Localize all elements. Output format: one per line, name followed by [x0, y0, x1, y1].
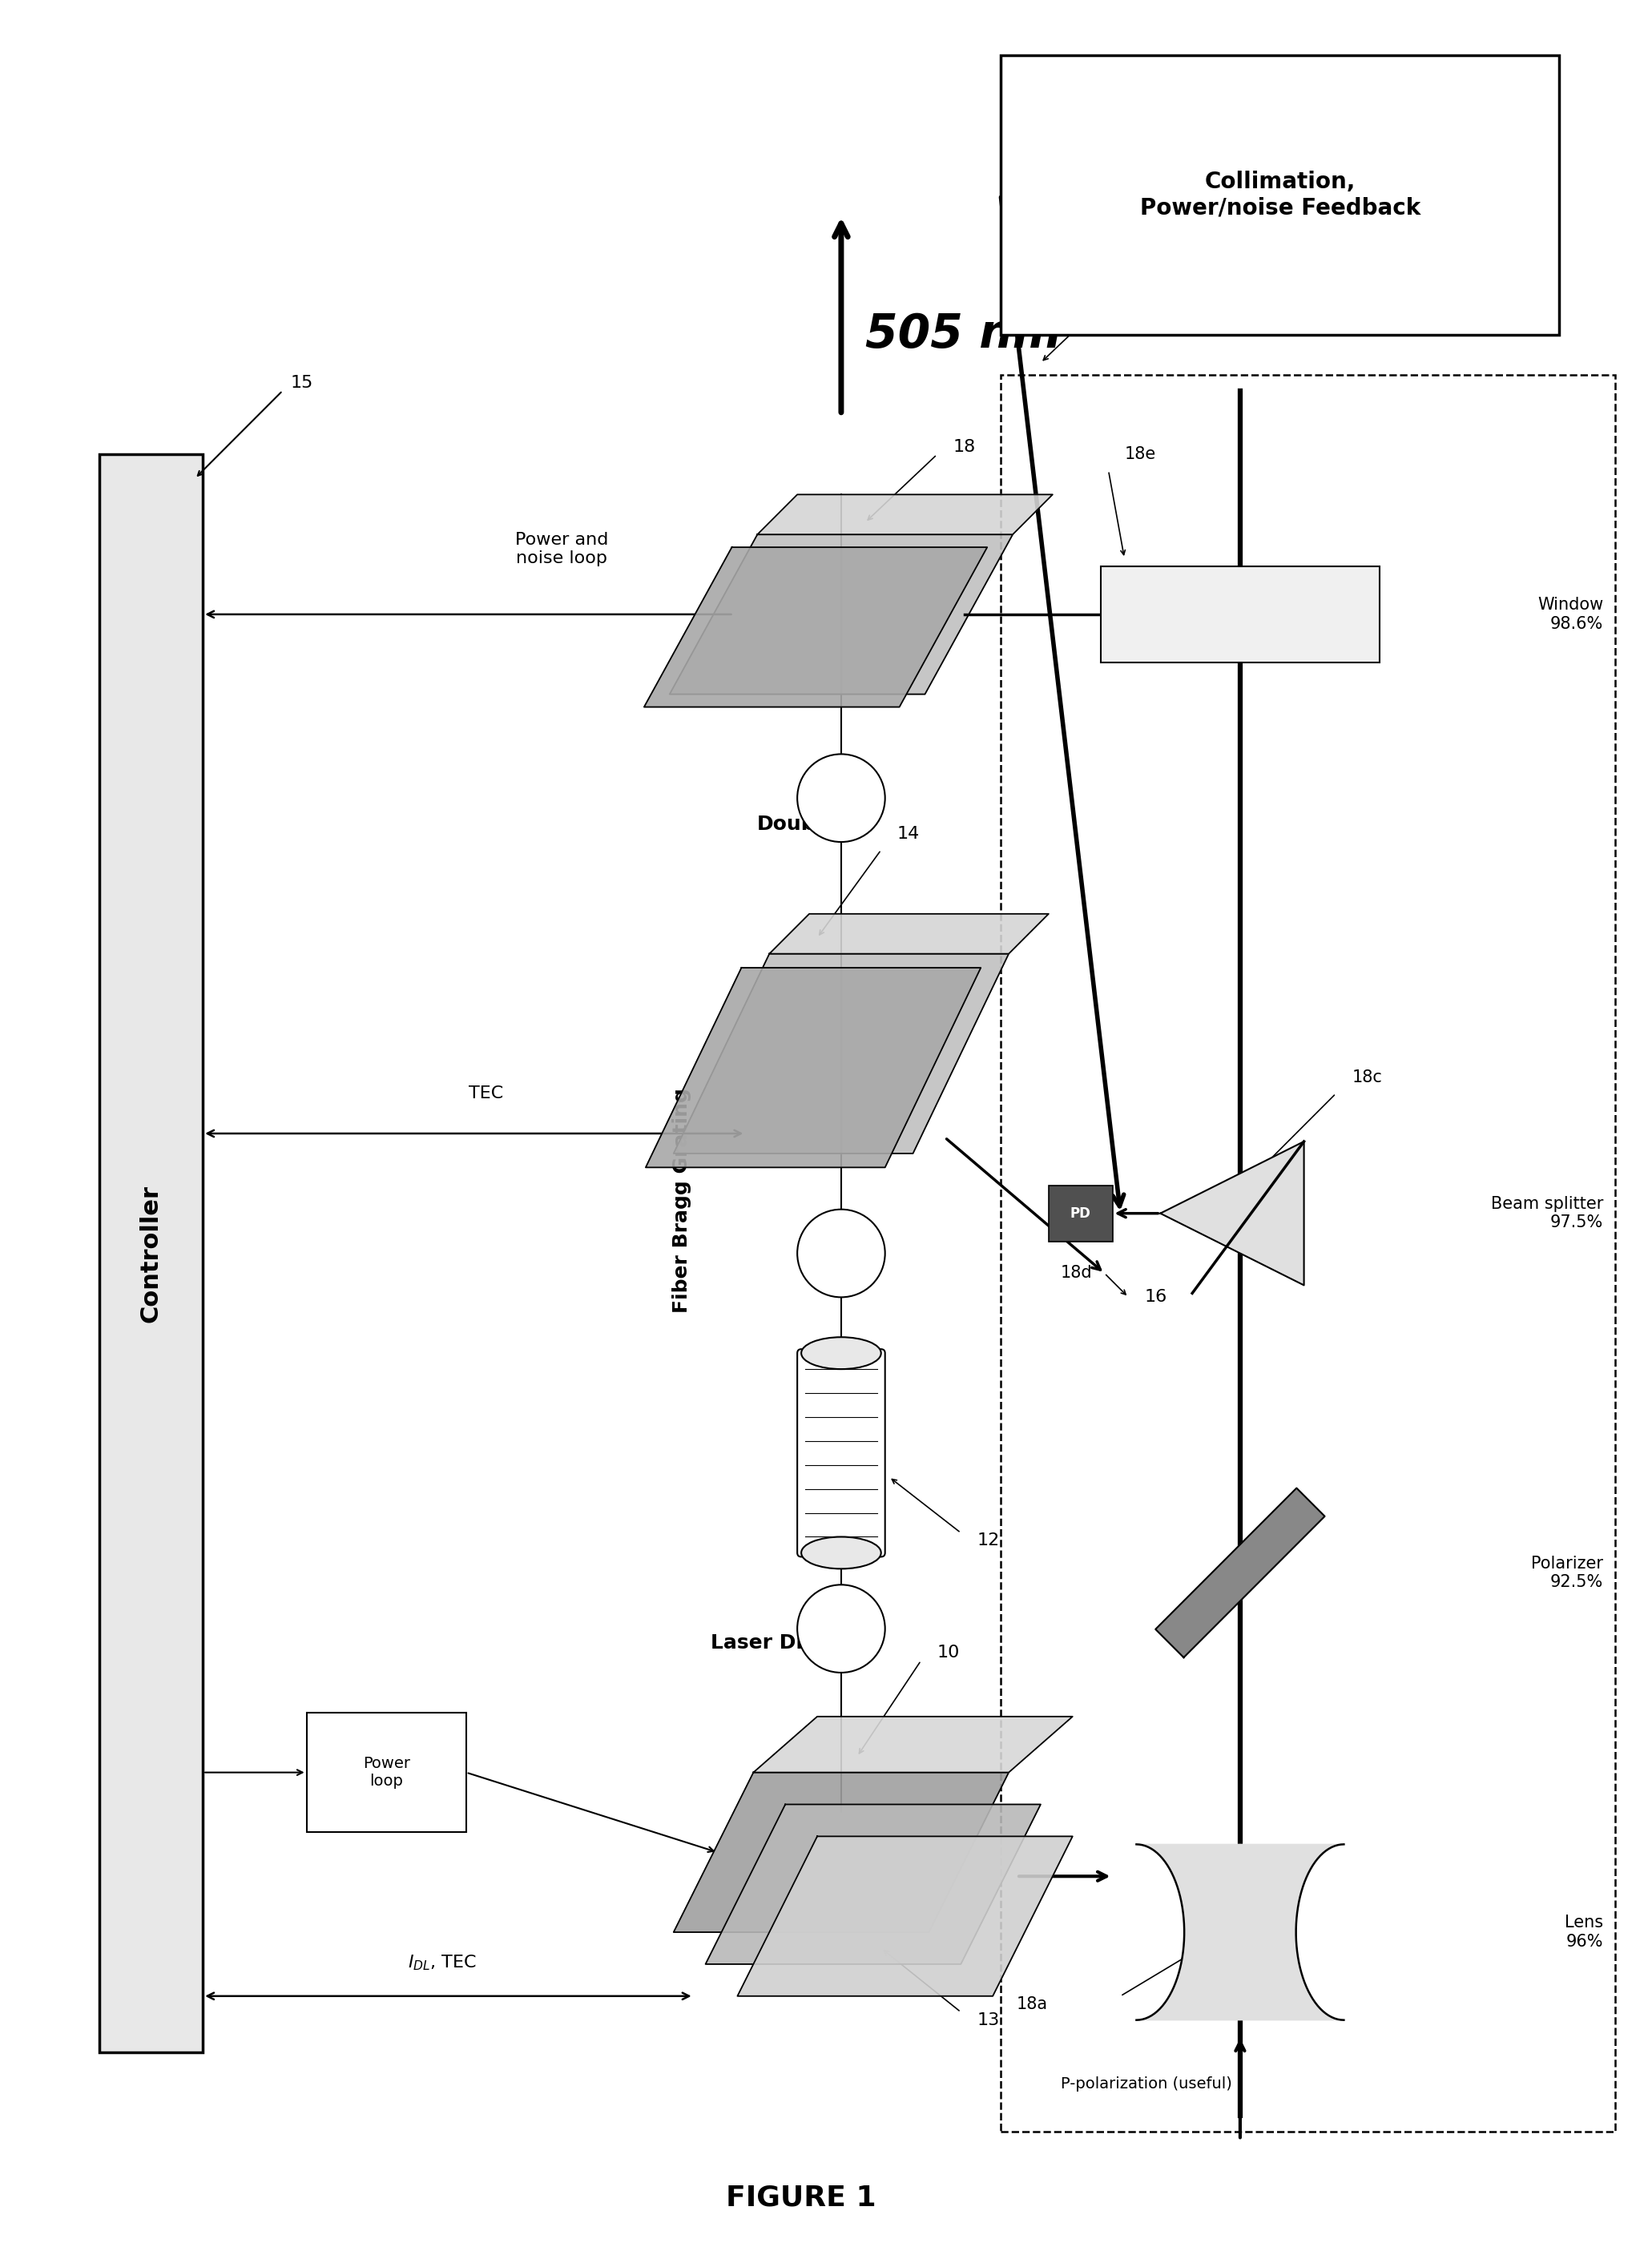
Polygon shape — [669, 534, 1013, 695]
FancyBboxPatch shape — [307, 1712, 466, 1833]
Text: Polarizer
92.5%: Polarizer 92.5% — [1531, 1556, 1602, 1590]
Text: Power and
noise loop: Power and noise loop — [515, 532, 608, 566]
Polygon shape — [674, 954, 1009, 1155]
Text: 18a: 18a — [1016, 1996, 1047, 2011]
FancyBboxPatch shape — [1001, 56, 1559, 334]
Polygon shape — [705, 1804, 1041, 1964]
Text: 18e: 18e — [1125, 446, 1156, 462]
FancyBboxPatch shape — [1049, 1186, 1112, 1240]
Text: 18: 18 — [953, 440, 975, 456]
Text: 14: 14 — [897, 825, 920, 841]
Polygon shape — [1160, 1141, 1303, 1285]
Ellipse shape — [801, 1337, 881, 1369]
Text: FIGURE 1: FIGURE 1 — [727, 2185, 877, 2212]
Polygon shape — [646, 967, 981, 1168]
Text: TEC: TEC — [469, 1085, 504, 1100]
Text: Controller: Controller — [139, 1184, 162, 1321]
Text: Doubler: Doubler — [757, 814, 846, 834]
Text: Beam splitter
97.5%: Beam splitter 97.5% — [1490, 1195, 1602, 1231]
FancyBboxPatch shape — [99, 456, 203, 2052]
Text: 18: 18 — [1137, 271, 1160, 286]
FancyBboxPatch shape — [1001, 374, 1616, 2131]
Polygon shape — [644, 548, 988, 708]
Text: Collimation,
Power/noise Feedback: Collimation, Power/noise Feedback — [1140, 171, 1421, 219]
Text: 12: 12 — [976, 1533, 999, 1549]
Polygon shape — [674, 1772, 1009, 1933]
Text: 18d: 18d — [1061, 1265, 1092, 1281]
Circle shape — [798, 1209, 885, 1297]
FancyBboxPatch shape — [1100, 566, 1379, 663]
Text: Window
98.6%: Window 98.6% — [1538, 598, 1602, 631]
Circle shape — [798, 753, 885, 841]
Text: Fiber Bragg Grating: Fiber Bragg Grating — [672, 1089, 691, 1312]
Circle shape — [798, 1585, 885, 1673]
Text: PD: PD — [1070, 1206, 1090, 1220]
Text: 505 nm: 505 nm — [866, 311, 1061, 359]
Polygon shape — [757, 494, 1052, 534]
Text: Lens
96%: Lens 96% — [1564, 1914, 1602, 1951]
Polygon shape — [770, 913, 1049, 954]
FancyBboxPatch shape — [798, 1348, 885, 1556]
Text: 10: 10 — [937, 1644, 960, 1660]
Polygon shape — [737, 1836, 1072, 1996]
Polygon shape — [1137, 1845, 1343, 2020]
Text: Power
loop: Power loop — [363, 1757, 410, 1788]
Polygon shape — [1155, 1488, 1325, 1657]
Text: 13: 13 — [976, 2011, 999, 2027]
Ellipse shape — [801, 1538, 881, 1569]
Text: Laser Diode: Laser Diode — [710, 1633, 844, 1653]
Text: P-polarization (useful): P-polarization (useful) — [1061, 2077, 1232, 2093]
Polygon shape — [753, 1716, 1072, 1772]
Text: 16: 16 — [1145, 1290, 1166, 1306]
Text: 15: 15 — [291, 374, 314, 390]
Text: 18c: 18c — [1351, 1069, 1383, 1085]
Text: $I_{DL}$, TEC: $I_{DL}$, TEC — [408, 1953, 477, 1973]
